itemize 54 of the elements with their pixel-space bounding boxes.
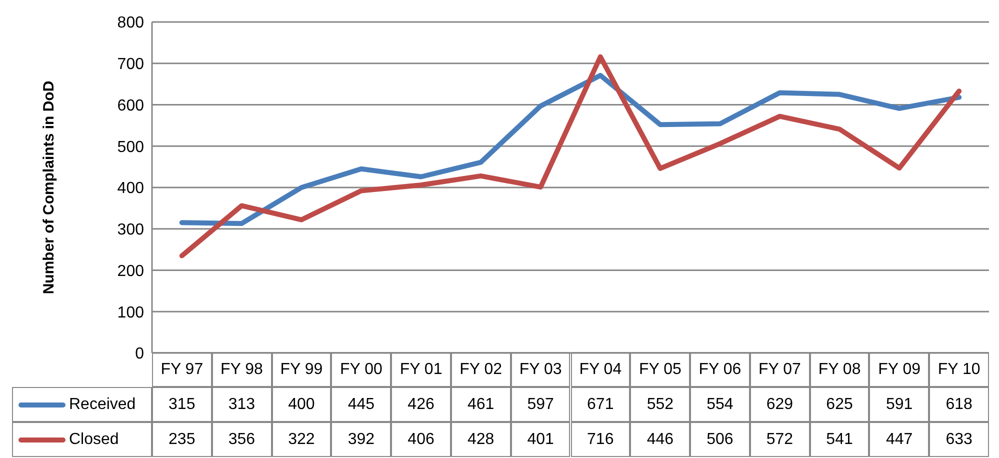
- data-label: 591: [869, 387, 930, 422]
- y-tick-label: 800: [117, 14, 144, 32]
- y-tick-label: 200: [117, 262, 144, 280]
- y-tick-label: 500: [117, 138, 144, 156]
- data-label: 625: [810, 387, 870, 422]
- data-label: 554: [690, 387, 750, 422]
- data-label: 401: [510, 422, 570, 457]
- y-tick-label: 400: [117, 180, 144, 198]
- data-label: 315: [152, 387, 212, 422]
- data-label: 446: [630, 422, 690, 457]
- x-tick-label: FY 08: [810, 352, 870, 387]
- data-label: 716: [570, 422, 630, 457]
- x-tick-label: FY 00: [331, 352, 392, 387]
- data-label: 235: [152, 422, 212, 457]
- y-tick-label: 0: [135, 346, 144, 363]
- x-tick-label: FY 09: [869, 352, 930, 387]
- data-label: 447: [869, 422, 930, 457]
- data-label: 597: [510, 387, 570, 422]
- data-label: 400: [272, 387, 332, 422]
- legend-label: Closed: [69, 430, 119, 448]
- x-tick-label: FY 10: [929, 352, 989, 387]
- x-tick-label: FY 03: [510, 352, 570, 387]
- data-label: 426: [391, 387, 451, 422]
- x-tick-label: FY 98: [212, 352, 272, 387]
- data-label: 461: [450, 387, 511, 422]
- x-tick-label: FY 07: [750, 352, 810, 387]
- x-tick-label: FY 99: [272, 352, 332, 387]
- data-label: 541: [810, 422, 870, 457]
- data-label: 392: [331, 422, 392, 457]
- data-label: 322: [272, 422, 332, 457]
- data-label: 552: [630, 387, 690, 422]
- x-tick-label: FY 05: [630, 352, 690, 387]
- x-tick-label: FY 02: [450, 352, 511, 387]
- data-label: 506: [690, 422, 750, 457]
- data-label: 406: [391, 422, 451, 457]
- y-axis-title: Number of Complaints in DoD: [40, 80, 58, 294]
- x-tick-label: FY 01: [391, 352, 451, 387]
- data-label: 356: [212, 422, 272, 457]
- data-label: 671: [570, 387, 630, 422]
- data-label: 445: [331, 387, 392, 422]
- legend-label: Received: [69, 396, 136, 414]
- y-tick-label: 300: [117, 222, 144, 239]
- y-tick-label: 700: [117, 56, 144, 74]
- data-label: 428: [450, 422, 511, 457]
- data-label: 629: [750, 387, 810, 422]
- data-label: 633: [929, 422, 989, 457]
- y-tick-label: 100: [117, 304, 144, 322]
- data-label: 572: [750, 422, 810, 457]
- data-label: 313: [212, 387, 272, 422]
- x-tick-label: FY 97: [152, 352, 212, 387]
- y-tick-label: 600: [117, 97, 144, 114]
- x-tick-label: FY 04: [570, 352, 630, 387]
- x-tick-label: FY 06: [690, 352, 750, 387]
- data-label: 618: [929, 387, 989, 422]
